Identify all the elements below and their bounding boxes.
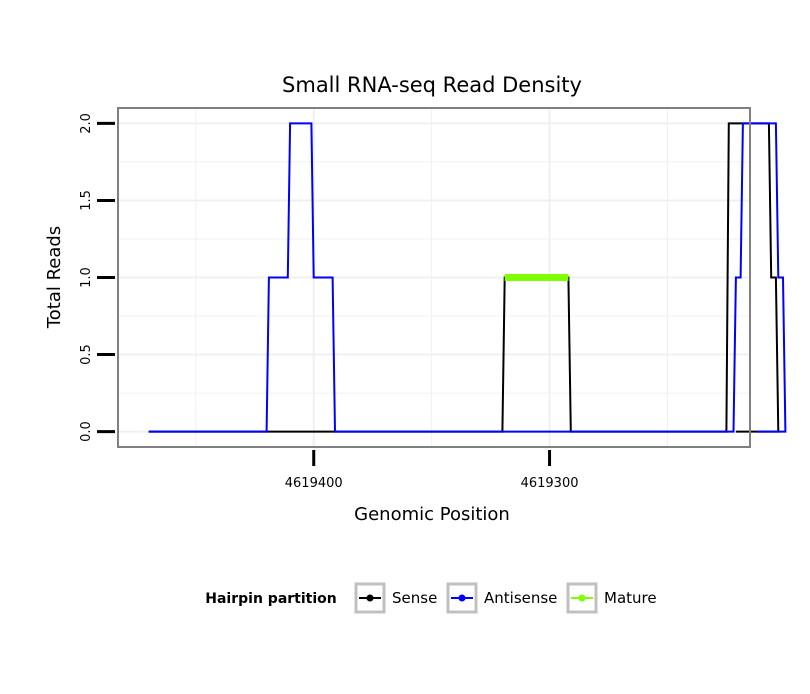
- legend-label: Sense: [392, 589, 437, 607]
- legend-label: Mature: [604, 589, 657, 607]
- y-tick-label: 1.5: [79, 190, 94, 211]
- legend-entry-mature: Mature: [566, 582, 657, 614]
- legend-key-point: [458, 594, 466, 602]
- series-layer: [148, 122, 787, 433]
- legend-key-point: [578, 594, 586, 602]
- legend-key-point: [366, 594, 374, 602]
- x-tick-label: 4619300: [521, 476, 579, 491]
- series-antisense-line: [148, 122, 787, 433]
- y-tick-label: 0.5: [79, 344, 94, 365]
- chart-title: Small RNA-seq Read Density: [282, 73, 582, 97]
- x-tick-label: 4619400: [285, 476, 343, 491]
- axis-layer: 0.0 0.5 1.0 1.5 2.0 4619400 4619300: [79, 113, 579, 491]
- y-tick-label: 0.0: [79, 421, 94, 442]
- legend-title: Hairpin partition: [205, 591, 336, 607]
- legend-key-box: [354, 582, 386, 614]
- x-axis-label: Genomic Position: [354, 504, 510, 525]
- y-tick-label: 1.0: [79, 267, 94, 288]
- legend-entry-antisense: Antisense: [446, 582, 557, 614]
- legend-entry-sense: Sense: [354, 582, 437, 614]
- series-sense-line: [148, 122, 780, 433]
- legend-label: Antisense: [484, 589, 557, 607]
- y-axis-label: Total Reads: [44, 226, 65, 329]
- y-tick-label: 2.0: [79, 113, 94, 134]
- legend: Hairpin partition Sense Antisense Mature: [205, 582, 657, 614]
- legend-entries: Sense Antisense Mature: [354, 582, 657, 614]
- plot-border: [117, 107, 751, 448]
